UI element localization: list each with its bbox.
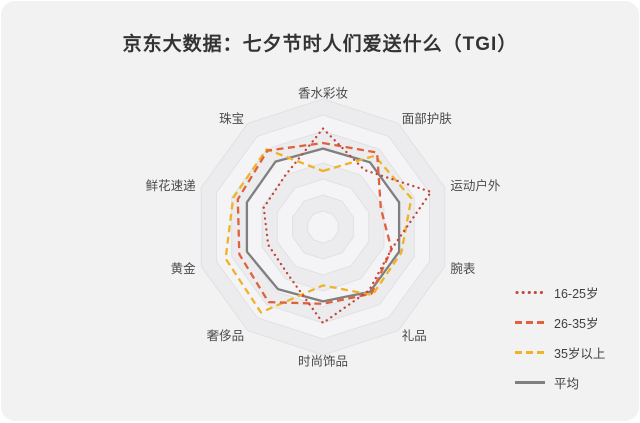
axis-label: 腕表 (450, 261, 476, 276)
legend-label: 26-35岁 (554, 317, 599, 331)
axis-label: 鲜花速递 (146, 178, 197, 193)
axis-label: 时尚饰品 (298, 355, 348, 369)
axis-label: 礼品 (402, 328, 427, 343)
legend-item-35-plus[interactable]: 35岁以上 (515, 344, 605, 361)
series-平均 (245, 147, 401, 303)
legend-label: 35岁以上 (554, 347, 606, 361)
legend-item-16-25[interactable]: 16-25岁 (515, 284, 605, 301)
axis-label: 珠宝 (219, 112, 244, 126)
series-16-25岁 (262, 127, 433, 325)
dotted-line-icon (515, 291, 545, 294)
series-35岁以上 (224, 148, 413, 314)
grid-ring (307, 210, 339, 244)
legend-label: 16-25岁 (554, 287, 599, 301)
dashed-line-icon (515, 321, 545, 324)
axis-label: 运动户外 (450, 178, 501, 193)
axis-label: 面部护肤 (402, 111, 453, 126)
solid-line-icon (515, 381, 545, 384)
series-26-35岁 (236, 141, 393, 305)
legend-item-26-35[interactable]: 26-35岁 (515, 314, 605, 331)
axis-label: 黄金 (171, 261, 197, 276)
chart-title: 京东大数据：七夕节时人们爱送什么（TGI） (122, 34, 518, 55)
radar-series (224, 127, 433, 325)
legend: 16-25岁 26-35岁 35岁以上 平均 (515, 284, 605, 391)
legend-item-average[interactable]: 平均 (515, 374, 605, 391)
dashed-line-icon (515, 351, 545, 354)
legend-label: 平均 (554, 377, 580, 391)
axis-label: 奢侈品 (207, 329, 245, 343)
axis-label: 香水彩妆 (298, 87, 348, 101)
